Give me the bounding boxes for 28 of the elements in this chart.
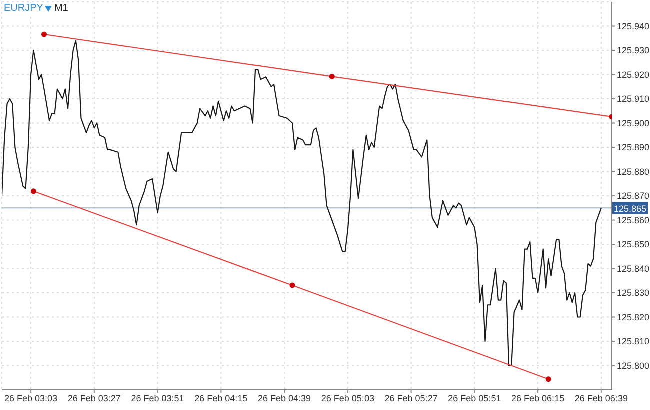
y-tick-label: 125.840: [617, 264, 650, 274]
x-tick-label: 26 Feb 03:03: [4, 393, 58, 404]
x-tick-label: 26 Feb 03:51: [131, 393, 184, 404]
x-tick-label: 26 Feb 05:51: [448, 393, 502, 404]
y-tick-label: 125.860: [617, 215, 650, 226]
chart-subtitle: M1: [54, 3, 68, 14]
y-tick-label: 125.910: [617, 94, 650, 104]
y-tick-label: 125.870: [617, 191, 650, 202]
x-tick-label: 26 Feb 05:27: [384, 393, 438, 404]
x-tick-label: 26 Feb 06:15: [512, 393, 565, 404]
x-tick-label: 26 Feb 05:03: [321, 393, 374, 404]
x-tick-label: 26 Feb 03:27: [68, 393, 121, 404]
y-tick-label: 125.820: [617, 312, 650, 322]
y-tick-label: 125.900: [617, 118, 650, 128]
y-tick-label: 125.800: [617, 360, 650, 371]
x-tick-label: 26 Feb 04:39: [258, 393, 312, 404]
x-tick-label: 26 Feb 04:15: [194, 393, 248, 404]
y-tick-label: 125.880: [617, 166, 650, 177]
y-tick-label: 125.810: [617, 336, 650, 347]
y-tick-label: 125.850: [617, 240, 650, 250]
y-tick-label: 125.930: [617, 46, 650, 56]
ref-line-label: 125.865: [614, 204, 647, 214]
y-tick-label: 125.920: [617, 70, 650, 80]
chart-title: EURJPY: [4, 3, 44, 14]
y-tick-label: 125.890: [617, 142, 650, 153]
y-tick-label: 125.830: [617, 288, 650, 298]
y-tick-label: 125.940: [617, 21, 650, 32]
x-tick-label: 26 Feb 06:39: [574, 393, 628, 404]
